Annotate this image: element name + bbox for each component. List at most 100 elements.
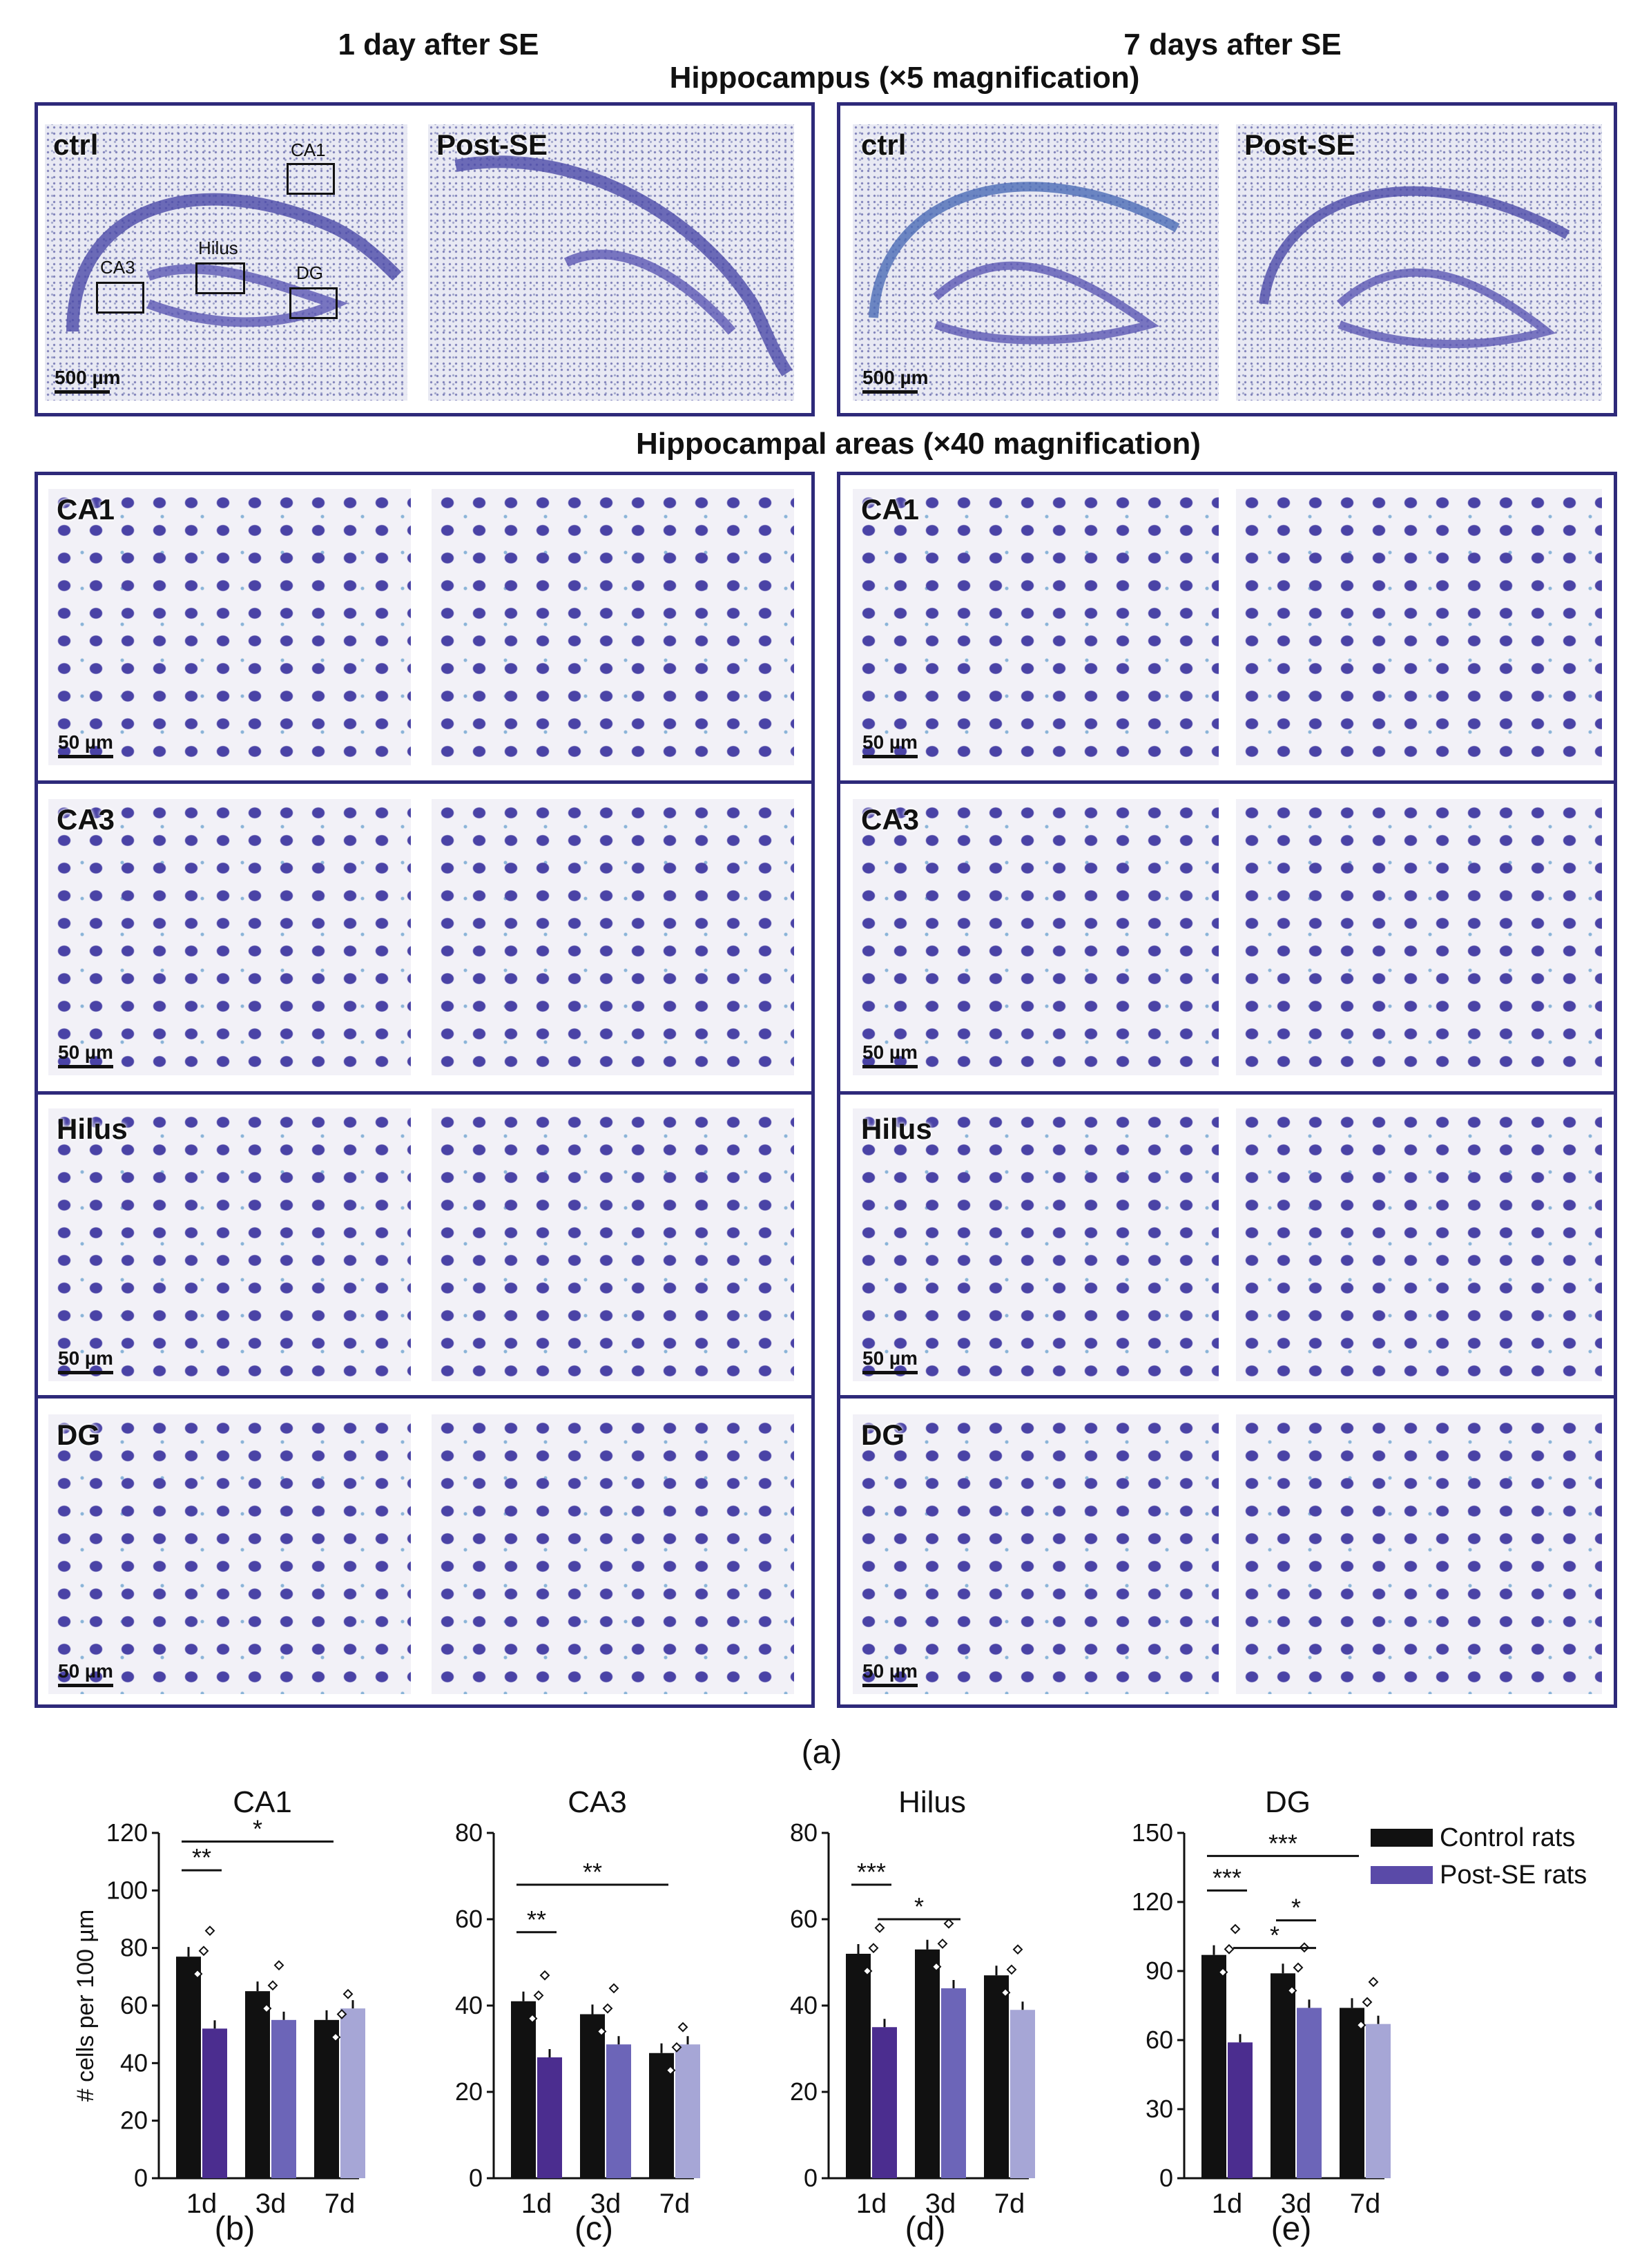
scale-bar-text: 50 µm: [862, 1660, 918, 1682]
roi-hilus: [195, 262, 245, 294]
significance-label: *: [1270, 1921, 1279, 1950]
bar-post-se-1d: [1228, 2042, 1253, 2178]
label-hilus: Hilus: [57, 1113, 128, 1145]
label-ctrl: ctrl: [53, 128, 99, 161]
header-7-days: 7 days after SE: [1123, 28, 1342, 61]
x-tick-label: 1d: [1212, 2189, 1243, 2219]
chart-title: CA1: [233, 1785, 292, 1819]
frame-low-1d: [35, 102, 815, 416]
legend-swatch-post-se: [1371, 1866, 1433, 1884]
bar-control-7d: [314, 2019, 339, 2178]
sublabel-e: (e): [1271, 2211, 1312, 2247]
data-point: [608, 1983, 619, 1994]
data-point: [1012, 1944, 1023, 1955]
image-postse-7d-low: Post-SE: [1236, 124, 1602, 401]
bar-post-se-7d: [1366, 2024, 1391, 2178]
scale-bar-text: 500 µm: [55, 367, 121, 388]
frame-high-7d: [837, 472, 1617, 1708]
x-tick-label: 7d: [1350, 2189, 1381, 2219]
scale-bar-line: [58, 755, 113, 758]
divider: [35, 1091, 815, 1095]
image-hilus-ctrl-7d: Hilus 50 µm: [853, 1108, 1219, 1381]
y-tick-label: 80: [790, 1818, 818, 1847]
data-point: [533, 1990, 544, 2001]
bar-control-1d: [846, 1954, 871, 2178]
image-ctrl-7d-low: ctrl 500 µm: [853, 124, 1219, 401]
image-dg-ctrl-1d: DG 50 µm: [48, 1414, 411, 1694]
y-tick-label: 150: [1132, 1818, 1173, 1847]
y-axis-label: # cells per 100 µm: [73, 1910, 99, 2102]
sublabel-b: (b): [214, 2211, 255, 2247]
bar-post-se-3d: [271, 2019, 296, 2178]
image-ca3-postse-1d: [432, 799, 794, 1075]
y-tick-label: 40: [790, 1991, 818, 2019]
scale-bar-50: 50 µm: [58, 1347, 113, 1374]
roi-label-hilus: Hilus: [198, 238, 238, 258]
data-point: [1217, 1967, 1228, 1978]
y-tick-label: 60: [1146, 2026, 1173, 2054]
bar-control-3d: [1271, 1973, 1295, 2178]
scale-bar-line: [55, 390, 110, 394]
scale-bar-line: [58, 1684, 113, 1687]
legend-swatch-control: [1371, 1829, 1433, 1847]
label-ca3: CA3: [57, 803, 115, 836]
y-tick-label: 80: [455, 1818, 483, 1847]
label-post-se: Post-SE: [1244, 128, 1356, 161]
data-point: [665, 2065, 676, 2076]
scale-bar-500: 500 µm: [862, 367, 929, 394]
hippocampus-outline: [66, 193, 402, 332]
scale-bar-line: [862, 390, 918, 394]
bar-post-se-7d: [1010, 2010, 1035, 2178]
data-point: [931, 1961, 942, 1972]
data-point: [1355, 2019, 1366, 2030]
roi-label-ca3: CA3: [100, 257, 135, 278]
scale-bar-line: [58, 1371, 113, 1374]
x-tick-label: 3d: [590, 2189, 621, 2219]
scale-bar-line: [862, 1371, 918, 1374]
data-point: [862, 1966, 873, 1977]
scale-bar-50: 50 µm: [862, 1347, 918, 1374]
scale-bar-text: 50 µm: [58, 1660, 113, 1682]
bar-post-se-1d: [202, 2028, 227, 2178]
bar-post-se-7d: [340, 2008, 365, 2178]
image-dg-postse-1d: [432, 1414, 794, 1694]
legend-label-post-se: Post-SE rats: [1440, 1861, 1587, 1890]
data-point: [868, 1943, 879, 1954]
label-ca1: CA1: [861, 493, 920, 526]
roi-label-dg: DG: [296, 262, 323, 283]
y-tick-label: 120: [1132, 1887, 1173, 1916]
bar-control-1d: [511, 2001, 536, 2178]
bar-post-se-3d: [941, 1988, 966, 2178]
data-point: [273, 1960, 284, 1971]
y-tick-label: 20: [455, 2077, 483, 2106]
image-hilus-postse-7d: [1236, 1108, 1602, 1381]
divider: [35, 780, 815, 784]
data-point: [596, 2026, 607, 2037]
chart-title: CA3: [568, 1785, 627, 1819]
scale-bar-text: 50 µm: [58, 1347, 113, 1369]
roi-label-ca1: CA1: [291, 140, 326, 160]
scale-bar-text: 50 µm: [862, 731, 918, 753]
hippocampus-outline: [1259, 186, 1570, 349]
image-dg-postse-7d: [1236, 1414, 1602, 1694]
y-tick-label: 60: [790, 1905, 818, 1933]
bar-control-3d: [580, 2014, 605, 2178]
data-point: [198, 1945, 209, 1957]
data-point: [1000, 1987, 1011, 1998]
data-point: [602, 2003, 613, 2014]
data-point: [937, 1939, 948, 1949]
bar-post-se-1d: [537, 2057, 562, 2178]
data-point: [267, 1980, 278, 1991]
image-dg-ctrl-7d: DG 50 µm: [853, 1414, 1219, 1694]
bar-post-se-3d: [1297, 2008, 1322, 2178]
image-ca1-postse-1d: [432, 489, 794, 765]
bar-control-1d: [1201, 1954, 1226, 2178]
sublabel-d: (d): [905, 2211, 946, 2247]
divider: [837, 780, 1617, 784]
bar-control-1d: [176, 1957, 201, 2178]
sublabel-a: (a): [801, 1734, 842, 1771]
significance-label: ***: [857, 1858, 886, 1886]
label-ca1: CA1: [57, 493, 115, 526]
scale-bar-50: 50 µm: [862, 1660, 918, 1687]
scale-bar-line: [862, 1065, 918, 1068]
